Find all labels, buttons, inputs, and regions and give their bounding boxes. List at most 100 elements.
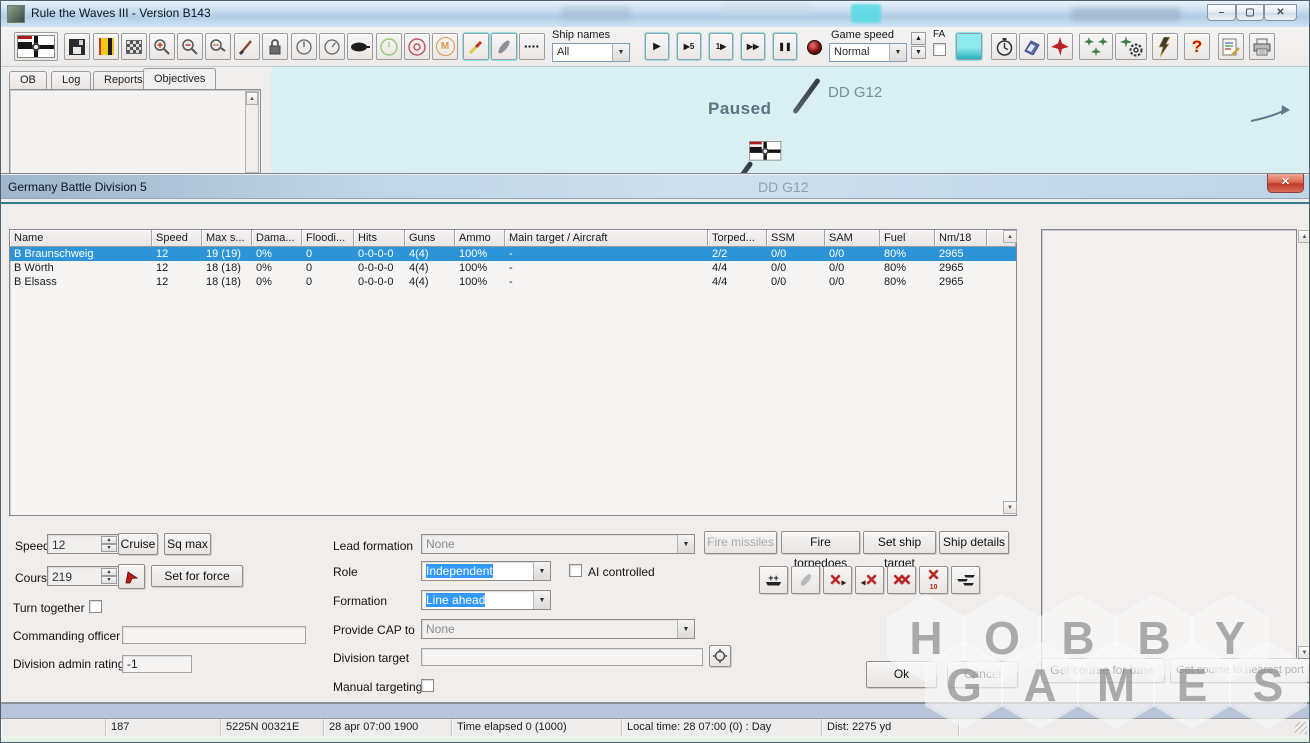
scroll-up-icon[interactable]: ▲ (246, 92, 258, 105)
spinner-up-icon[interactable]: ▲ (101, 536, 117, 544)
clear-ten-targets-button[interactable]: ✕ 10 (919, 566, 948, 594)
resize-grip[interactable] (1295, 722, 1307, 734)
maximize-button[interactable]: ▢ (1236, 4, 1264, 21)
sq-max-button[interactable]: Sq max (164, 533, 211, 555)
objectives-listbox[interactable]: ▲ (9, 89, 261, 175)
division-admin-field[interactable]: -1 (122, 655, 192, 673)
column-header[interactable]: Torped... (708, 230, 767, 247)
screenshot-button[interactable] (121, 33, 147, 60)
close-button[interactable]: ✕ (1264, 4, 1297, 21)
run-fast-button[interactable]: ▶▶ (740, 32, 766, 61)
manual-targeting-checkbox[interactable] (421, 679, 434, 692)
lead-formation-select[interactable]: None ▼ (421, 534, 695, 554)
table-row[interactable]: B Braunschweig 12 19 (19) 0% 0 0-0-0-0 4(4) 100… (10, 247, 1016, 261)
zoom-in-button[interactable] (149, 33, 175, 60)
red-range-button[interactable] (404, 33, 430, 60)
report-button[interactable] (1218, 33, 1244, 60)
ship-details-button[interactable]: Ship details (939, 531, 1009, 554)
detail-scrollbar[interactable]: ▲ ▼ (1298, 230, 1309, 660)
fire-missiles-button[interactable]: Fire missiles (704, 531, 777, 554)
spinner-down-icon[interactable]: ▼ (911, 46, 926, 59)
tab-reports[interactable]: Reports (93, 71, 154, 89)
objectives-scrollbar[interactable]: ▲ (245, 91, 259, 173)
role-select[interactable]: Independent ▼ (421, 561, 551, 581)
scroll-down-icon[interactable]: ▼ (1003, 501, 1017, 514)
ship-table[interactable]: Name Speed Max s... Dama... Floodi... Hits Gun… (9, 229, 1017, 516)
column-header[interactable]: Name (10, 230, 152, 247)
column-header[interactable]: Dama... (252, 230, 302, 247)
game-speed-spinner[interactable]: ▲ ▼ (911, 32, 926, 59)
clear-all-targets-button[interactable]: ✕✕ (887, 566, 916, 594)
provide-cap-select[interactable]: None ▼ (421, 619, 695, 639)
column-header[interactable]: Ammo (455, 230, 505, 247)
get-course-to-nearest-port-button[interactable]: Get course to nearest port (1170, 658, 1309, 683)
print-button[interactable] (1249, 33, 1275, 60)
air-operations-button[interactable] (1115, 33, 1147, 60)
save-button[interactable] (64, 33, 90, 60)
split-division-button[interactable] (951, 566, 980, 594)
dotted-path-button[interactable]: ▪▪▪▪ (519, 33, 545, 60)
division-flag-marker[interactable] (749, 141, 782, 161)
spinner-down-icon[interactable]: ▼ (101, 576, 117, 584)
tab-log[interactable]: Log (51, 71, 92, 89)
cruise-button[interactable]: Cruise (118, 533, 158, 555)
zoom-out-button[interactable] (177, 33, 203, 60)
enemy-aircraft-button[interactable] (1047, 33, 1073, 60)
spinner-up-icon[interactable]: ▲ (911, 32, 926, 45)
range-circle-button[interactable] (291, 33, 317, 60)
map-view[interactable]: Paused DD G12 (271, 67, 1309, 173)
column-header[interactable]: Floodi... (302, 230, 354, 247)
missile-range-button[interactable]: M (432, 33, 458, 60)
air-formation-button[interactable] (1079, 33, 1113, 60)
smoke-tool-button[interactable] (490, 32, 518, 61)
make-smoke-button[interactable] (791, 566, 820, 594)
spinner-down-icon[interactable]: ▼ (101, 544, 117, 552)
green-range-button[interactable] (376, 33, 402, 60)
set-for-force-button[interactable]: Set for force (151, 565, 243, 587)
ship-names-select[interactable]: All ▼ (552, 43, 630, 62)
dialog-titlebar[interactable]: Germany Battle Division 5 DD G12 (1, 175, 1309, 199)
commanding-officer-field[interactable] (122, 626, 306, 644)
column-header[interactable]: SSM (767, 230, 825, 247)
formation-select[interactable]: Line ahead ▼ (421, 590, 551, 610)
minimize-button[interactable]: – (1207, 4, 1236, 21)
pick-target-button[interactable] (709, 645, 731, 667)
weather-view-button[interactable] (955, 32, 983, 61)
destroyer-marker[interactable] (792, 77, 821, 115)
pause-button[interactable]: ❚❚ (772, 32, 798, 61)
fa-checkbox[interactable] (933, 43, 946, 56)
game-speed-select[interactable]: Normal ▼ (829, 43, 907, 62)
clear-target-left-button[interactable]: ◂✕ (855, 566, 884, 594)
run-1-button[interactable]: 1▶ (708, 32, 734, 61)
column-header[interactable]: Fuel (880, 230, 935, 247)
torpedo-button[interactable] (347, 33, 373, 60)
help-button[interactable]: ? (1184, 33, 1210, 60)
column-header[interactable]: Max s... (202, 230, 252, 247)
turn-together-checkbox[interactable] (89, 600, 102, 613)
set-ship-target-button[interactable]: Set ship target (863, 531, 936, 570)
speed-stepper[interactable]: 12 ▲ ▼ (47, 534, 119, 554)
tab-objectives[interactable]: Objectives (143, 68, 217, 89)
tab-ob[interactable]: OB (9, 71, 47, 89)
column-header[interactable]: SAM (825, 230, 880, 247)
column-header[interactable]: Guns (405, 230, 455, 247)
fire-torpedoes-button[interactable]: Fire torpedoes (781, 531, 860, 570)
column-header[interactable]: Hits (354, 230, 405, 247)
scroll-up-icon[interactable]: ▲ (1298, 230, 1309, 243)
get-course-for-base-button[interactable]: Get course for base (1041, 658, 1165, 683)
lock-view-button[interactable] (262, 33, 288, 60)
paint-course-button[interactable] (234, 33, 260, 60)
log-book-button[interactable] (1019, 33, 1045, 60)
column-header[interactable]: Speed (152, 230, 202, 247)
spinner-up-icon[interactable]: ▲ (101, 568, 117, 576)
add-ship-button[interactable]: ++ (759, 566, 788, 594)
destroyer-marker[interactable] (729, 160, 754, 173)
run-5-button[interactable]: ▶5 (676, 32, 702, 61)
clear-target-button[interactable]: ✕▸ (823, 566, 852, 594)
range-circle-small-button[interactable] (319, 33, 345, 60)
column-header[interactable]: Main target / Aircraft (505, 230, 708, 247)
set-course-arrow-button[interactable] (118, 564, 145, 589)
ai-controlled-checkbox[interactable] (569, 564, 582, 577)
table-row[interactable]: B Elsass 12 18 (18) 0% 0 0-0-0-0 4(4) 100% - 4/4 0… (10, 275, 1016, 289)
run-button[interactable]: ▶ (644, 32, 670, 61)
